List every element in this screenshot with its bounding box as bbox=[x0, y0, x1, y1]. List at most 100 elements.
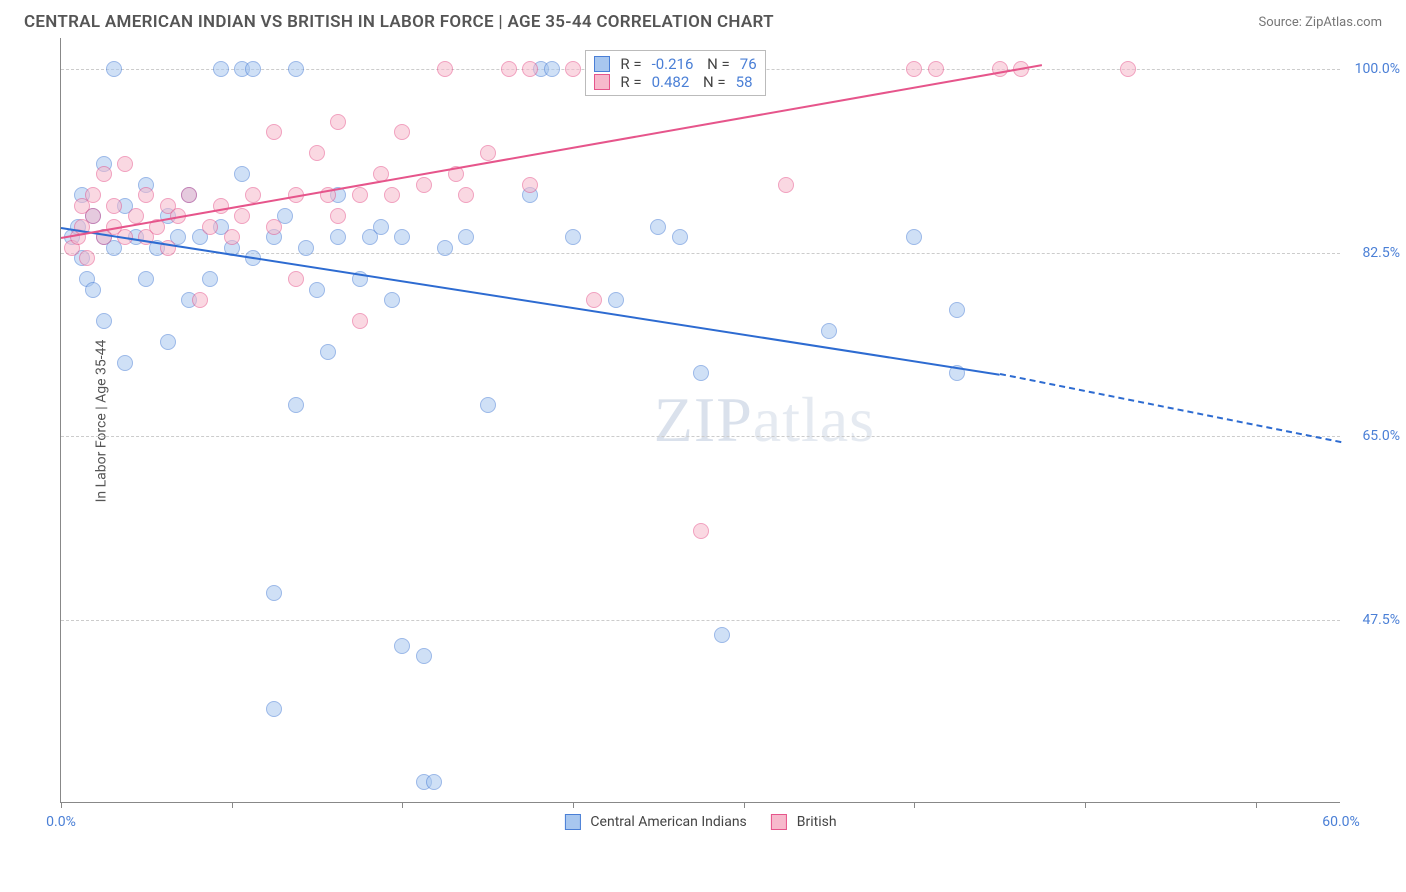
y-tick-label: 82.5% bbox=[1362, 245, 1400, 261]
data-point bbox=[693, 523, 709, 539]
data-point bbox=[384, 292, 400, 308]
data-point bbox=[522, 177, 538, 193]
x-tick bbox=[402, 802, 403, 808]
data-point bbox=[522, 61, 538, 77]
data-point bbox=[309, 145, 325, 161]
data-point bbox=[266, 124, 282, 140]
source-label: Source: ZipAtlas.com bbox=[1258, 15, 1382, 30]
data-point bbox=[437, 61, 453, 77]
stat-label-n: N = bbox=[703, 55, 729, 73]
x-tick bbox=[744, 802, 745, 808]
data-point bbox=[96, 166, 112, 182]
stat-value-r: -0.216 bbox=[652, 55, 694, 73]
data-point bbox=[85, 187, 101, 203]
data-point bbox=[821, 323, 837, 339]
data-point bbox=[117, 355, 133, 371]
data-point bbox=[373, 219, 389, 235]
legend-label: British bbox=[797, 814, 837, 830]
x-tick bbox=[1256, 802, 1257, 808]
data-point bbox=[330, 208, 346, 224]
gridline bbox=[61, 436, 1340, 437]
data-point bbox=[458, 229, 474, 245]
data-point bbox=[309, 282, 325, 298]
data-point bbox=[416, 648, 432, 664]
data-point bbox=[288, 271, 304, 287]
data-point bbox=[906, 229, 922, 245]
x-tick-label: 0.0% bbox=[46, 814, 76, 830]
data-point bbox=[544, 61, 560, 77]
data-point bbox=[160, 334, 176, 350]
data-point bbox=[234, 166, 250, 182]
plot-wrapper: In Labor Force | Age 35-44 ZIPatlas 47.5… bbox=[60, 38, 1382, 803]
data-point bbox=[288, 61, 304, 77]
data-point bbox=[266, 585, 282, 601]
data-point bbox=[1120, 61, 1136, 77]
data-point bbox=[138, 187, 154, 203]
series-swatch bbox=[594, 56, 610, 72]
gridline bbox=[61, 620, 1340, 621]
stats-row: R =0.482 N =58 bbox=[594, 73, 756, 91]
legend-swatch bbox=[771, 814, 787, 830]
data-point bbox=[85, 282, 101, 298]
data-point bbox=[320, 344, 336, 360]
data-point bbox=[586, 292, 602, 308]
data-point bbox=[138, 271, 154, 287]
data-point bbox=[778, 177, 794, 193]
data-point bbox=[693, 365, 709, 381]
x-tick-label: 60.0% bbox=[1322, 814, 1360, 830]
title-bar: CENTRAL AMERICAN INDIAN VS BRITISH IN LA… bbox=[0, 0, 1406, 38]
data-point bbox=[394, 638, 410, 654]
series-swatch bbox=[594, 74, 610, 90]
trend-line-extrapolation bbox=[999, 373, 1341, 443]
x-tick bbox=[914, 802, 915, 808]
data-point bbox=[565, 229, 581, 245]
data-point bbox=[79, 250, 95, 266]
data-point bbox=[245, 61, 261, 77]
data-point bbox=[85, 208, 101, 224]
stat-label-r: R = bbox=[620, 55, 641, 73]
data-point bbox=[213, 61, 229, 77]
data-point bbox=[672, 229, 688, 245]
x-tick bbox=[1085, 802, 1086, 808]
data-point bbox=[394, 229, 410, 245]
data-point bbox=[106, 61, 122, 77]
data-point bbox=[245, 187, 261, 203]
data-point bbox=[384, 187, 400, 203]
data-point bbox=[330, 114, 346, 130]
x-tick bbox=[232, 802, 233, 808]
data-point bbox=[650, 219, 666, 235]
data-point bbox=[266, 701, 282, 717]
data-point bbox=[352, 187, 368, 203]
y-tick-label: 47.5% bbox=[1362, 612, 1400, 628]
data-point bbox=[565, 61, 581, 77]
legend-item: British bbox=[771, 814, 837, 830]
data-point bbox=[96, 313, 112, 329]
data-point bbox=[458, 187, 474, 203]
legend-label: Central American Indians bbox=[590, 814, 746, 830]
x-tick bbox=[573, 802, 574, 808]
stat-value-n: 58 bbox=[736, 73, 753, 91]
legend-item: Central American Indians bbox=[564, 814, 746, 830]
data-point bbox=[949, 302, 965, 318]
correlation-stats-box: R =-0.216 N =76R =0.482 N =58 bbox=[585, 50, 765, 96]
data-point bbox=[106, 198, 122, 214]
x-tick bbox=[61, 802, 62, 808]
scatter-plot: ZIPatlas 47.5%65.0%82.5%100.0%0.0%60.0%R… bbox=[60, 38, 1340, 803]
legend: Central American Indians British bbox=[564, 814, 836, 830]
data-point bbox=[437, 240, 453, 256]
y-tick-label: 65.0% bbox=[1362, 428, 1400, 444]
data-point bbox=[928, 61, 944, 77]
stat-label-n: N = bbox=[699, 73, 725, 91]
data-point bbox=[330, 229, 346, 245]
data-point bbox=[416, 177, 432, 193]
data-point bbox=[501, 61, 517, 77]
data-point bbox=[266, 219, 282, 235]
data-point bbox=[192, 292, 208, 308]
data-point bbox=[202, 271, 218, 287]
data-point bbox=[352, 313, 368, 329]
stat-value-n: 76 bbox=[740, 55, 757, 73]
stats-row: R = -0.216 N = 76 bbox=[594, 55, 756, 73]
stat-label-r: R = bbox=[620, 73, 641, 91]
data-point bbox=[426, 774, 442, 790]
data-point bbox=[394, 124, 410, 140]
